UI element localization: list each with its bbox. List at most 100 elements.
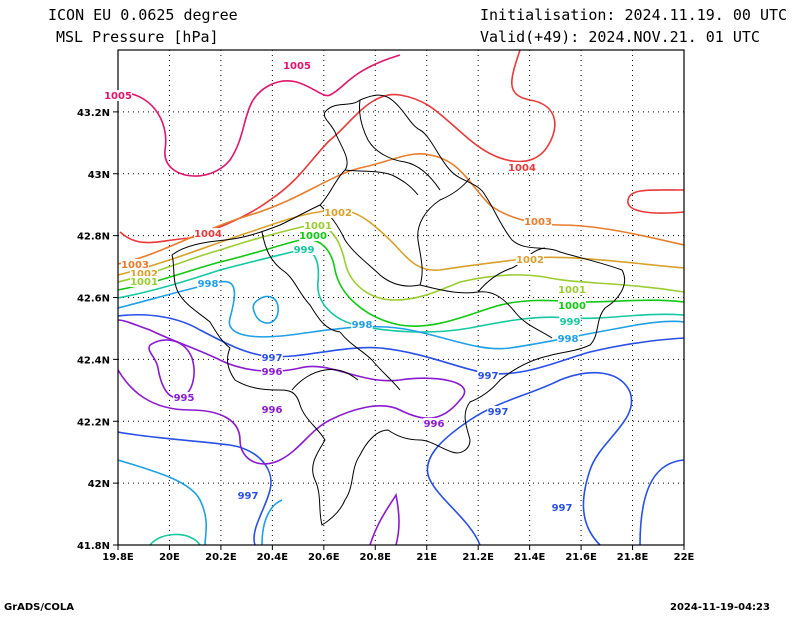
lon-tick-label: 20.4E [257,552,289,563]
contour-label-bg [237,490,259,501]
contour-label: 1003 [524,217,552,228]
lat-tick-label: 42.4N [77,355,110,366]
lat-tick-label: 43.2N [77,108,110,119]
contour-label: 1001 [304,221,332,232]
country-borders [171,94,626,526]
contour-label-bg [324,207,352,218]
lon-tick-label: 21.8E [617,552,649,563]
contour-label-bg [487,406,509,417]
lat-tick-label: 42.2N [77,417,110,428]
contour-label: 997 [238,491,259,502]
lon-tick-label: 21.6E [565,552,597,563]
contour-label-bg [130,268,158,279]
isobar-998 [118,280,684,350]
contour-label: 1002 [516,255,544,266]
isobar-996 [118,319,466,465]
contour-label: 996 [424,419,445,430]
contour-label-bg [194,228,222,239]
contour-label-bg [551,502,573,513]
isobar-997-se [426,371,633,545]
isobar-997-edge [639,459,684,545]
isobar-998-ring [252,295,279,324]
lat-tick-label: 43N [88,170,110,181]
contour-label: 998 [558,334,579,345]
contour-label-bg [261,404,283,415]
footer-timestamp: 2024-11-19-04:23 [670,602,770,613]
contour-label: 1005 [104,91,132,102]
init-time: Initialisation: 2024.11.19. 00 UTC [480,6,788,24]
lat-tick-label: 42N [88,479,110,490]
contour-label: 1002 [130,269,158,280]
contour-label: 997 [552,503,573,514]
contour-label-bg [524,216,552,227]
contour-label: 1003 [121,260,149,271]
contour-label-bg [423,418,445,429]
contour-label: 1005 [283,61,311,72]
contour-label-bg [508,162,536,173]
contour-label-bg [477,370,499,381]
contour-label: 998 [352,320,373,331]
contour-label-bg [261,352,283,363]
lon-tick-label: 19.8E [102,552,134,563]
isobar-999-sw [149,533,201,545]
contour-label-bg [130,276,158,287]
valid-time: Valid(+49): 2024.NOV.21. 01 UTC [480,28,760,46]
contour-label-bg [197,278,219,289]
contour-label: 999 [560,317,581,328]
contour-label: 1001 [558,285,586,296]
contour-label: 1002 [324,208,352,219]
contour-label: 998 [198,279,219,290]
contour-label-bg [559,316,581,327]
contour-label-bg [293,244,315,255]
contour-label: 996 [262,405,283,416]
contour-label-bg [104,90,132,101]
contour-label-bg [516,254,544,265]
isobar-997-south [118,431,272,545]
contour-label-bg [283,60,311,71]
contour-label: 997 [262,353,283,364]
isobar-1003 [118,153,684,265]
isobar-1004-east [627,189,684,214]
isobar-998-s [261,499,283,545]
lon-tick-label: 22E [674,552,695,563]
contour-label: 997 [488,407,509,418]
lat-tick-label: 42.8N [77,232,110,243]
lon-tick-label: 20E [159,552,180,563]
lon-tick-label: 21.4E [514,552,546,563]
contour-label-bg [121,259,149,270]
model-title: ICON EU 0.0625 degree [48,6,238,24]
isobar-995 [148,339,195,399]
contour-label: 1000 [299,231,327,242]
lon-tick-label: 20.6E [308,552,340,563]
contour-label: 999 [294,245,315,256]
grid-lines [118,50,684,545]
lon-tick-label: 21E [416,552,437,563]
lat-tick-label: 41.8N [77,541,110,552]
contour-label-bg [173,392,195,403]
contour-label: 1004 [194,229,222,240]
map-frame [117,49,685,546]
contour-label: 995 [174,393,195,404]
contour-label-bg [304,220,332,231]
lon-tick-label: 20.8E [360,552,392,563]
isobar-996-south [369,492,400,545]
isobar-1002 [118,209,684,276]
contour-label-bg [299,230,327,241]
isobar-1004-north [119,50,556,244]
lon-tick-label: 20.2E [205,552,237,563]
contour-label: 1001 [130,277,158,288]
contour-label-bg [558,300,586,311]
isobar-1005 [118,54,401,177]
isobar-1001 [118,224,684,301]
isobar-998-sw [118,459,208,545]
footer-credit: GrADS/COLA [4,602,74,613]
contour-label: 996 [262,367,283,378]
contour-label: 997 [478,371,499,382]
contour-label-bg [261,366,283,377]
contour-label-bg [351,319,373,330]
contour-label: 1004 [508,163,536,174]
lon-tick-label: 21.2E [462,552,494,563]
lat-tick-label: 42.6N [77,294,110,305]
field-title: MSL Pressure [hPa] [56,28,219,46]
